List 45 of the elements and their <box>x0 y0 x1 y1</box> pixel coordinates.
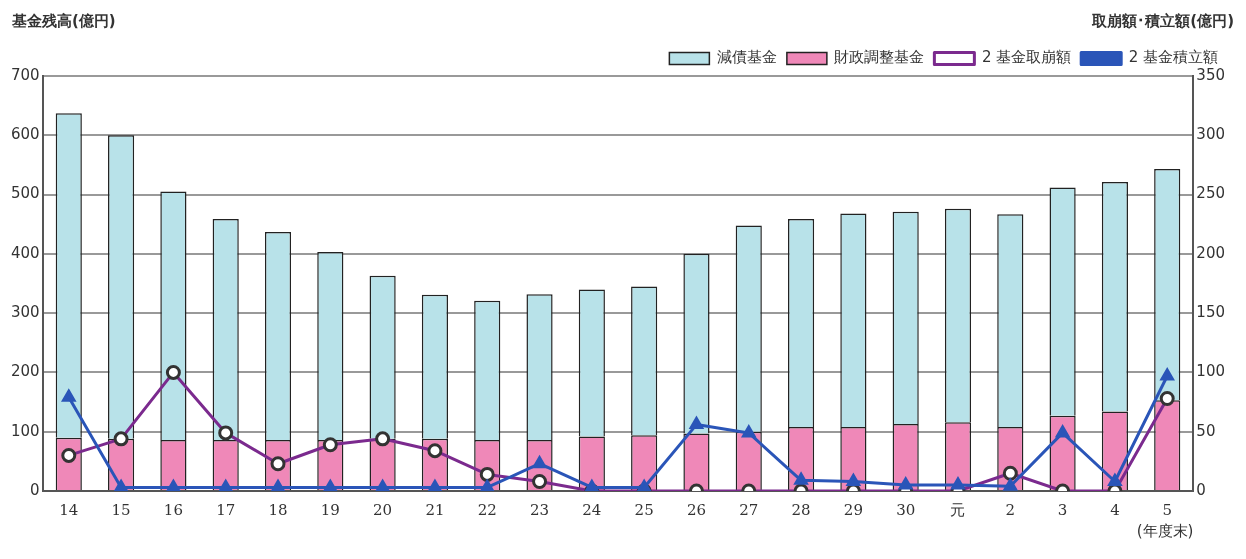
x-tick-label: 18 <box>268 500 288 519</box>
y2-tick-label: 350 <box>1196 65 1226 84</box>
y-tick-label: 400 <box>10 243 40 262</box>
y-tick-label: 0 <box>30 480 40 499</box>
legend-label: 減債基金 <box>716 48 777 67</box>
x-tick-label: 20 <box>373 500 393 519</box>
y-tick-label: 500 <box>10 184 40 203</box>
x-tick-label: 17 <box>216 500 236 519</box>
x-tick-label: 15 <box>111 500 131 519</box>
x-axis-title: (年度末) <box>1136 521 1194 540</box>
y2-tick-label: 300 <box>1196 125 1226 144</box>
y-tick-label: 600 <box>10 125 40 144</box>
x-tick-label: 16 <box>163 500 183 519</box>
x-tick-label: 22 <box>477 500 497 519</box>
x-tick-label: 元 <box>950 500 966 519</box>
x-tick-label: 5 <box>1162 500 1172 519</box>
legend-label: 財政調整基金 <box>834 48 925 67</box>
x-tick-label: 2 <box>1005 500 1016 519</box>
legend-label: 2 基金積立額 <box>1128 48 1218 67</box>
x-tick-label: 28 <box>791 500 811 519</box>
y-tick-label: 100 <box>10 421 40 440</box>
y2-axis-title: 取崩額･積立額(億円) <box>1092 12 1234 31</box>
y2-tick-label: 200 <box>1196 243 1226 262</box>
y2-tick-label: 50 <box>1196 421 1216 440</box>
x-tick-label: 29 <box>843 500 863 519</box>
x-tick-label: 23 <box>529 500 550 519</box>
x-tick-label: 21 <box>425 500 445 519</box>
y-tick-label: 200 <box>10 362 40 381</box>
x-tick-label: 3 <box>1057 500 1068 519</box>
y-tick-label: 700 <box>10 65 40 84</box>
x-tick-label: 24 <box>582 500 602 519</box>
y-axis-title: 基金残高(億円) <box>12 12 116 31</box>
x-tick-label: 30 <box>896 500 916 519</box>
legend-label: 2 基金取崩額 <box>981 48 1072 67</box>
y2-tick-label: 250 <box>1196 184 1226 203</box>
x-tick-label: 19 <box>320 500 340 519</box>
y2-tick-label: 100 <box>1196 362 1226 381</box>
y-tick-label: 300 <box>10 303 40 322</box>
x-tick-label: 25 <box>634 500 654 519</box>
x-tick-label: 27 <box>739 500 759 519</box>
x-tick-label: 14 <box>59 500 79 519</box>
y2-tick-label: 0 <box>1196 480 1206 499</box>
y2-tick-label: 150 <box>1196 303 1226 322</box>
x-tick-label: 26 <box>686 500 707 519</box>
x-tick-label: 4 <box>1110 500 1120 519</box>
